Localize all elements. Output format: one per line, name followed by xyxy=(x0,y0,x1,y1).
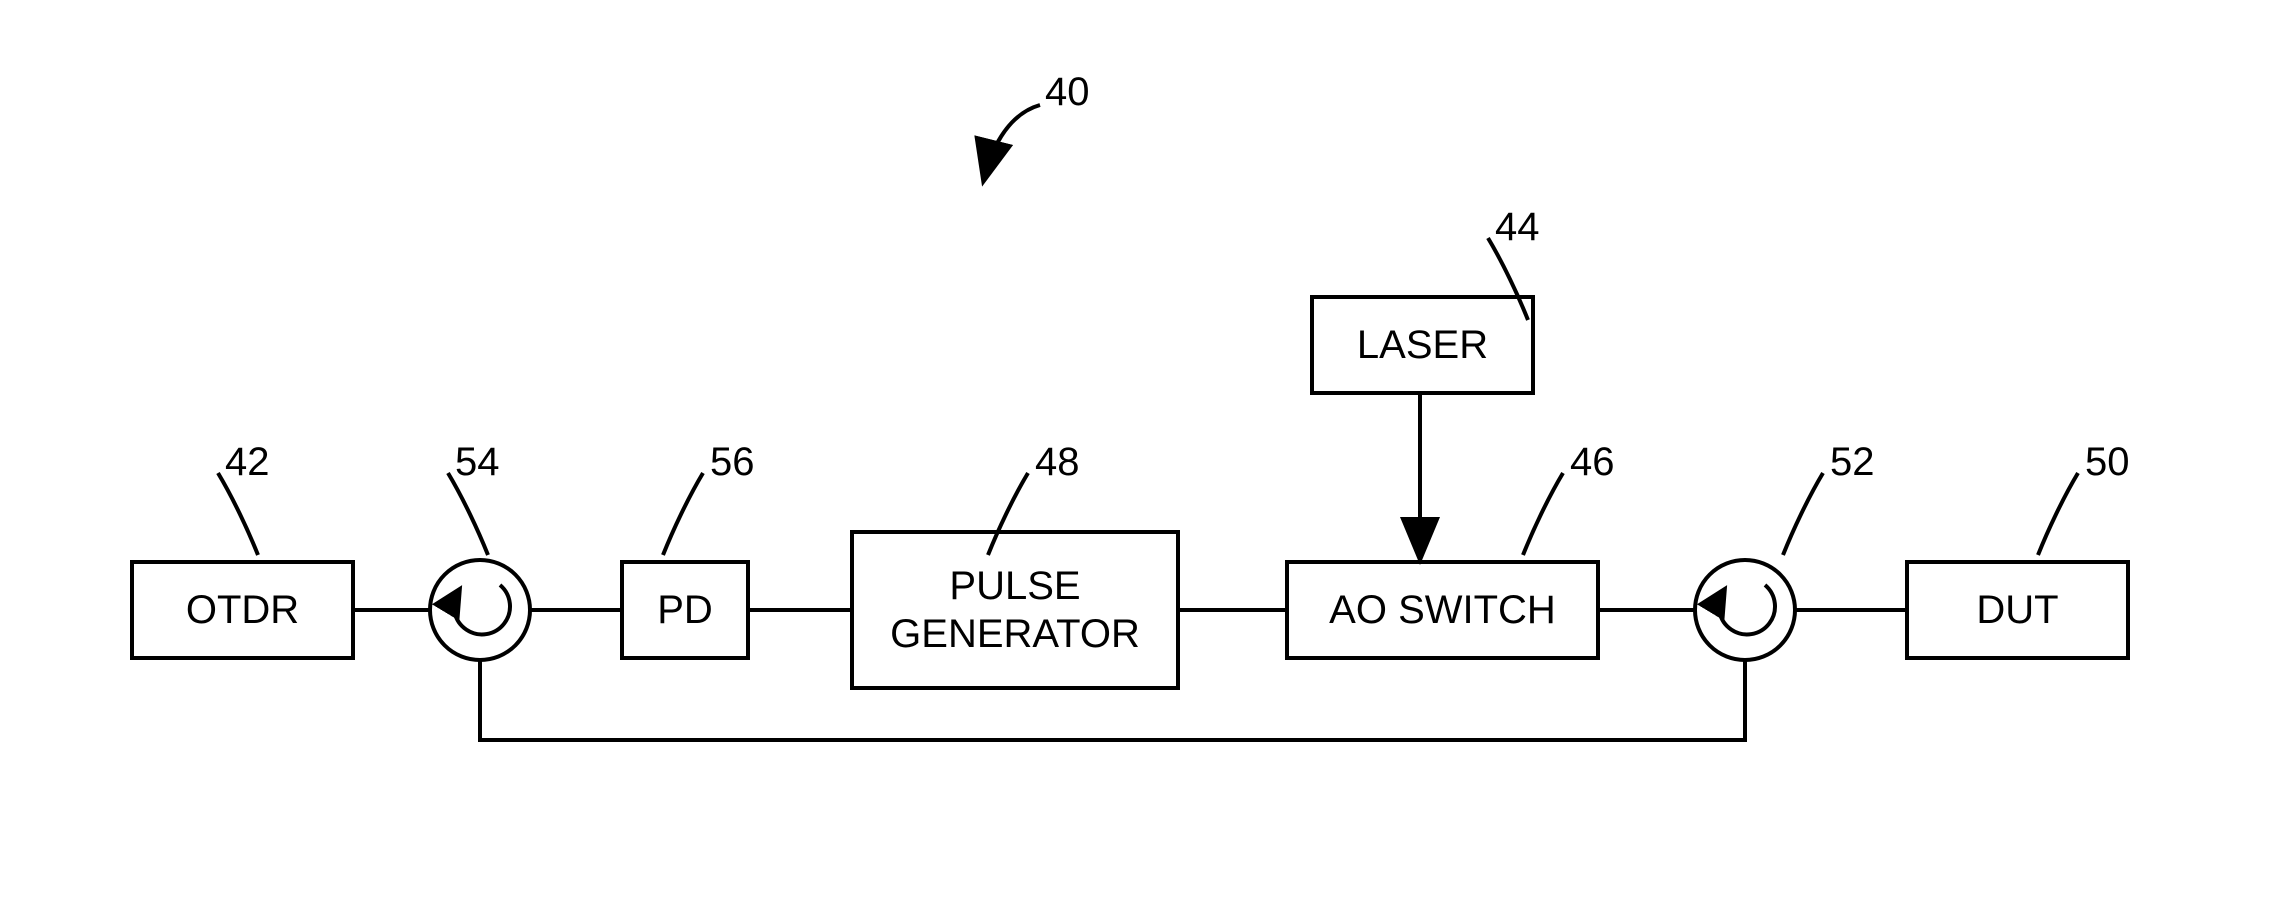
leader-46 xyxy=(1523,473,1563,555)
ref-46: 46 xyxy=(1570,440,1615,485)
diagram-svg xyxy=(0,0,2277,908)
circulator-right xyxy=(1695,560,1795,660)
ref-40: 40 xyxy=(1045,70,1090,115)
ref-44: 44 xyxy=(1495,205,1540,250)
circulator-left xyxy=(430,560,530,660)
laser-label: LASER xyxy=(1357,323,1488,368)
ref-48: 48 xyxy=(1035,440,1080,485)
leader-42 xyxy=(218,473,258,555)
ref-52: 52 xyxy=(1830,440,1875,485)
pulse-generator-box: PULSE GENERATOR xyxy=(850,530,1180,690)
pd-box: PD xyxy=(620,560,750,660)
pulse-generator-label-2: GENERATOR xyxy=(890,610,1140,658)
ref-54: 54 xyxy=(455,440,500,485)
leader-56 xyxy=(663,473,703,555)
leader-54 xyxy=(448,473,488,555)
pd-label: PD xyxy=(657,588,713,633)
ao-switch-label: AO SWITCH xyxy=(1329,588,1556,633)
dut-box: DUT xyxy=(1905,560,2130,660)
otdr-label: OTDR xyxy=(186,588,299,633)
laser-box: LASER xyxy=(1310,295,1535,395)
pulse-generator-label-1: PULSE xyxy=(949,562,1080,610)
circulator-left-arrow xyxy=(454,585,510,634)
ao-switch-box: AO SWITCH xyxy=(1285,560,1600,660)
otdr-box: OTDR xyxy=(130,560,355,660)
circulator-right-arrow xyxy=(1719,585,1775,634)
ref-50: 50 xyxy=(2085,440,2130,485)
ref-56: 56 xyxy=(710,440,755,485)
leader-52 xyxy=(1783,473,1823,555)
leader-40 xyxy=(985,105,1040,175)
dut-label: DUT xyxy=(1976,588,2058,633)
leader-50 xyxy=(2038,473,2078,555)
ref-42: 42 xyxy=(225,440,270,485)
